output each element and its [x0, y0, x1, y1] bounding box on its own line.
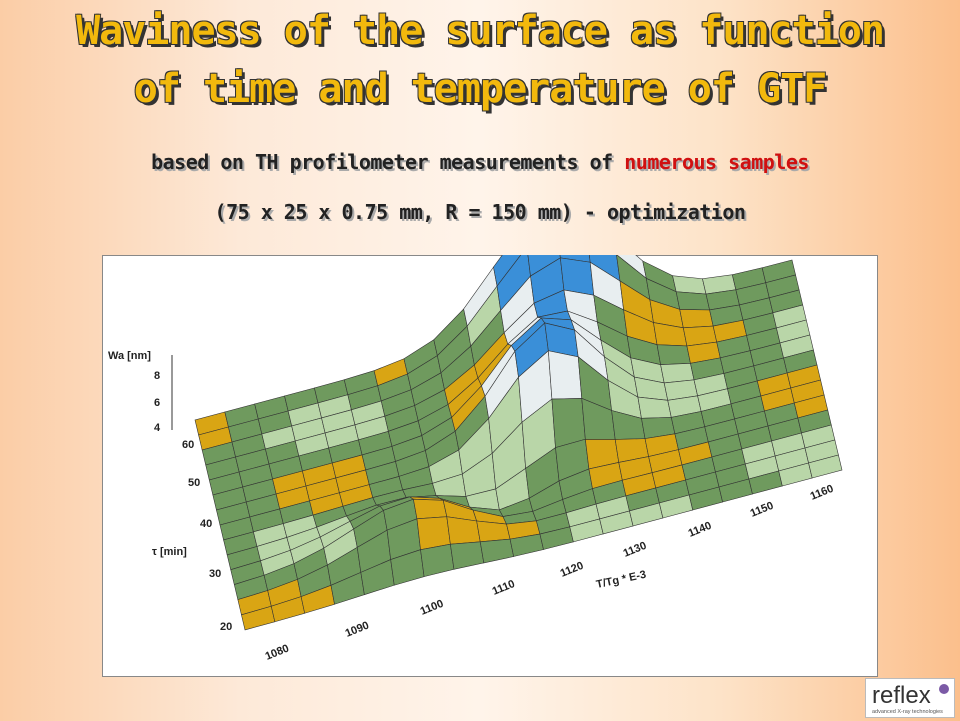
- logo-art: reflex advanced X-ray technologies: [872, 682, 949, 715]
- logo-dot: [939, 684, 949, 694]
- surface-cell: [548, 350, 583, 400]
- logo-tagline: advanced X-ray technologies: [872, 709, 943, 715]
- tau-tick-label: 60: [182, 439, 194, 451]
- surface-cell: [416, 516, 451, 551]
- surface-cell: [637, 396, 672, 419]
- tau-tick-label: 50: [188, 477, 200, 489]
- surface-cell: [551, 398, 586, 449]
- surface-cell: [656, 344, 691, 365]
- surface-cell: [679, 309, 714, 329]
- surface-cell: [560, 257, 595, 296]
- logo-name: reflex: [872, 682, 931, 709]
- surface-cell: [672, 275, 707, 295]
- tau-tick-label: 20: [220, 621, 232, 633]
- tau-axis-label: τ [min]: [152, 546, 187, 558]
- surface-cell: [675, 291, 710, 311]
- subtitle-2: (75 x 25 x 0.75 mm, R = 150 mm) - optimi…: [214, 200, 746, 224]
- surface-cell: [660, 363, 695, 384]
- z-tick-label: 6: [154, 397, 160, 409]
- title-line: of time and temperature of GTF: [133, 66, 827, 112]
- z-tick-label: 4: [154, 422, 161, 434]
- surface-cell: [413, 498, 448, 520]
- surface-mesh: [194, 255, 843, 631]
- subtitle-highlight: numerous samples: [624, 150, 809, 174]
- z-tick-label: 8: [154, 370, 160, 382]
- tau-tick-label: 40: [200, 518, 212, 530]
- logo: reflex advanced X-ray technologies: [865, 678, 955, 718]
- surface-cell: [446, 516, 481, 545]
- subtitle: based on TH profilometer measurements of…: [0, 150, 960, 174]
- title: Waviness of the surface as function of t…: [0, 2, 960, 118]
- z-axis-label: Wa [nm]: [108, 350, 151, 362]
- surface-cell: [476, 520, 511, 543]
- title-line: Waviness of the surface as function: [76, 8, 885, 54]
- surface-cell: [808, 454, 843, 479]
- tau-tick-label: 30: [209, 568, 221, 580]
- subtitle-text: based on TH profilometer measurements of: [151, 150, 613, 174]
